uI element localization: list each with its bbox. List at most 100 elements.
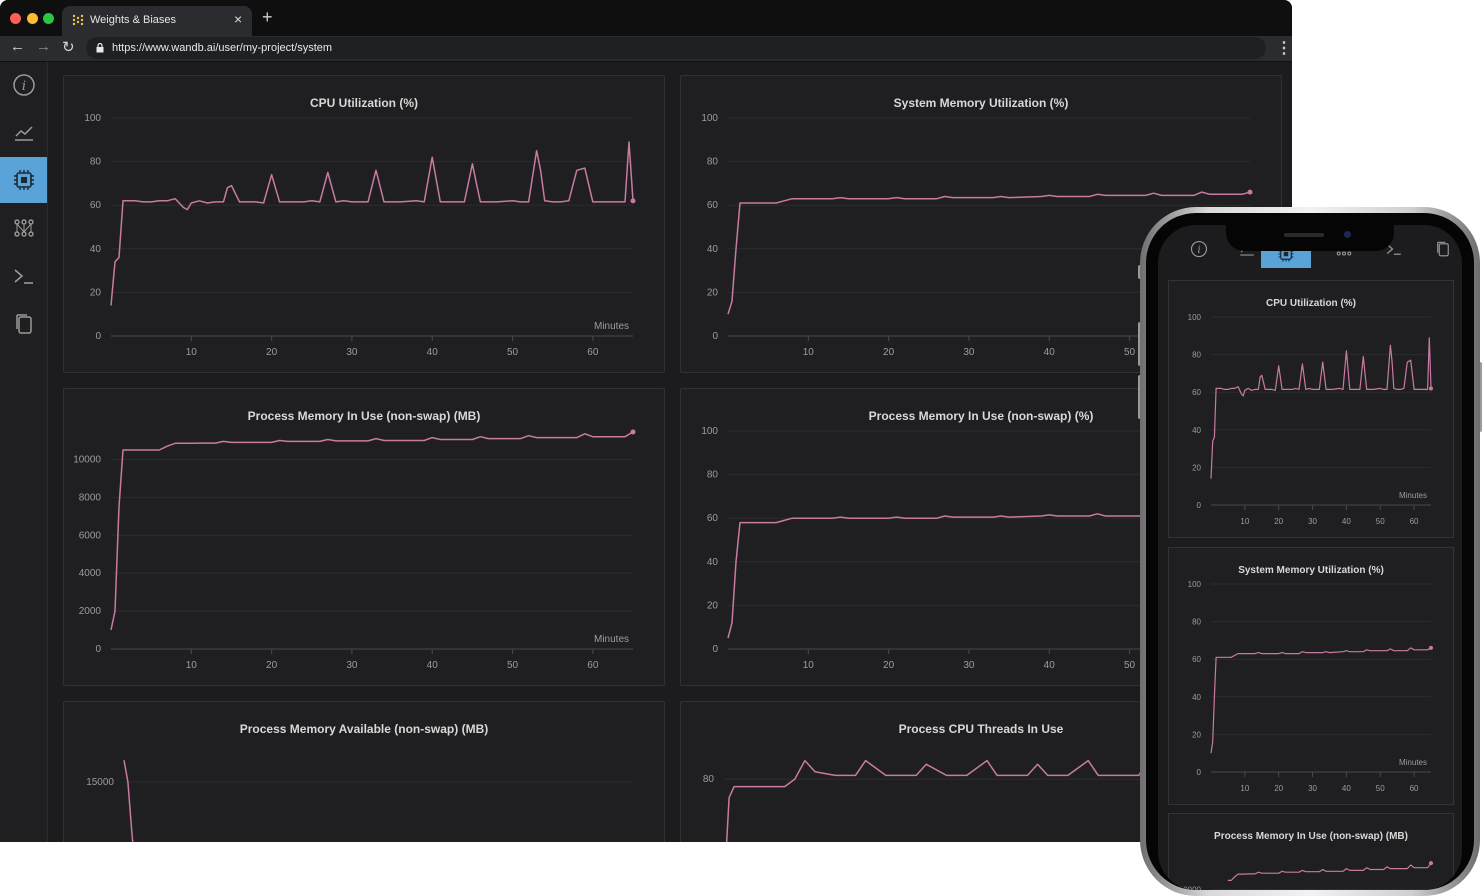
series-line: [727, 513, 1146, 639]
info-icon: i: [1190, 240, 1208, 258]
x-tick-label: 20: [1274, 784, 1283, 793]
x-tick-label: 30: [346, 347, 358, 358]
y-tick-label: 60: [707, 513, 719, 524]
url-text: https://www.wandb.ai/user/my-project/sys…: [112, 42, 333, 54]
minimize-window-button[interactable]: [27, 13, 38, 24]
x-tick-label: 50: [1376, 784, 1385, 793]
x-tick-label: 20: [266, 347, 278, 358]
x-tick-label: 60: [1410, 784, 1419, 793]
x-tick-label: 10: [803, 347, 815, 358]
x-tick-label: 40: [1044, 347, 1056, 358]
y-tick-label: 8000: [79, 492, 102, 503]
y-tick-label: 80: [703, 774, 715, 785]
files-icon: [1437, 241, 1449, 257]
series-line: [1227, 862, 1432, 882]
phone-tab-overview[interactable]: i: [1176, 236, 1220, 264]
y-tick-label: 20: [707, 600, 719, 611]
chart-panel-process-memory-available[interactable]: Process Memory Available (non-swap) (MB)…: [63, 701, 665, 842]
chart-panel-cpu[interactable]: CPU Utilization (%) 0 20 40 60 80 100 10 20 30 40…: [63, 75, 665, 373]
y-tick-label: 40: [1192, 426, 1201, 435]
x-tick-label: 40: [427, 347, 439, 358]
y-tick-label: 40: [1192, 693, 1201, 702]
reload-icon[interactable]: ↻: [62, 39, 75, 56]
series-end-marker: [1429, 645, 1433, 650]
x-tick-label: 30: [1308, 517, 1317, 526]
y-tick-label: 80: [707, 157, 719, 168]
x-tick-label: 40: [1342, 784, 1351, 793]
phone-cpu-chart: 0 20 40 60 80 100 10 20 30 40 50 60 Minutes: [1188, 313, 1433, 526]
tab-title: Weights & Biases: [90, 14, 177, 26]
y-tick-label: 80: [1192, 351, 1201, 360]
sidebar: i: [0, 62, 48, 842]
chip-icon: [14, 170, 34, 190]
x-tick-label: 50: [1376, 517, 1385, 526]
phone-tab-model[interactable]: [1321, 236, 1365, 264]
front-camera: [1344, 231, 1351, 238]
sidebar-item-overview[interactable]: i: [0, 62, 47, 108]
series-line: [1210, 337, 1432, 479]
phone-tab-files[interactable]: [1420, 236, 1462, 264]
sidebar-item-charts[interactable]: [0, 109, 47, 155]
series-line: [727, 191, 1251, 315]
series-end-marker: [1429, 386, 1433, 391]
phone-chart-panel-system-memory[interactable]: System Memory Utilization (%) 0 20 40 60 80 1…: [1168, 547, 1454, 805]
sidebar-item-system[interactable]: [0, 157, 47, 203]
phone-chart-panel-cpu[interactable]: CPU Utilization (%) 0 20 40 60 80 100 10 20 30 40…: [1168, 280, 1454, 538]
files-icon: [16, 314, 32, 334]
sidebar-item-logs[interactable]: [0, 253, 47, 299]
y-tick-label: 6000: [79, 530, 102, 541]
new-tab-button[interactable]: +: [262, 7, 273, 27]
maximize-window-button[interactable]: [43, 13, 54, 24]
chart-panel-process-memory-mb[interactable]: Process Memory In Use (non-swap) (MB) 0 2…: [63, 388, 665, 686]
sidebar-item-files[interactable]: [0, 301, 47, 347]
chart-line-icon: [15, 126, 33, 141]
x-tick-label: 10: [186, 660, 198, 671]
svg-text:i: i: [1197, 245, 1200, 256]
y-tick-label: 40: [90, 244, 102, 255]
series-end-marker: [1247, 189, 1253, 195]
y-tick-label: 60: [1192, 655, 1201, 664]
tab-close-icon[interactable]: ×: [234, 11, 243, 27]
chart-title: Process Memory In Use (non-swap) (MB): [1214, 831, 1408, 842]
sidebar-item-model[interactable]: [0, 205, 47, 251]
process-memory-available-chart: 1000015000: [86, 760, 633, 842]
y-tick-label: 20: [90, 287, 102, 298]
model-tree-icon: [1336, 251, 1352, 256]
browser-tab[interactable]: Weights & Biases ×: [62, 6, 252, 36]
phone-screen: i CPU Utilization (%) 0 20 40 60 80 100 10 20 30…: [1158, 225, 1462, 890]
x-tick-label: 10: [1240, 784, 1249, 793]
x-tick-label: 40: [427, 660, 439, 671]
chart-title: Process Memory Available (non-swap) (MB): [239, 722, 489, 736]
x-axis-label: Minutes: [594, 634, 629, 645]
x-tick-label: 10: [803, 660, 815, 671]
url-field[interactable]: https://www.wandb.ai/user/my-project/sys…: [86, 37, 1266, 59]
series-line: [110, 141, 634, 306]
browser-menu-icon[interactable]: ⋮: [1276, 40, 1292, 57]
x-tick-label: 40: [1044, 660, 1056, 671]
y-tick-label: 0: [1197, 768, 1202, 777]
close-window-button[interactable]: [10, 13, 21, 24]
chart-title: System Memory Utilization (%): [1238, 565, 1384, 576]
lock-icon: [96, 43, 104, 53]
back-arrow-icon[interactable]: ←: [10, 38, 25, 55]
y-tick-label: 60: [90, 200, 102, 211]
x-tick-label: 20: [883, 660, 895, 671]
x-tick-label: 20: [1274, 517, 1283, 526]
process-memory-mb-chart: 0 2000 4000 6000 8000 10000 10 20 30 40 50 60 Minute…: [73, 429, 636, 671]
chart-title: CPU Utilization (%): [1266, 298, 1356, 309]
y-tick-label: 20: [1192, 730, 1201, 739]
y-tick-label: 100: [1188, 313, 1202, 322]
model-tree-icon: [14, 219, 34, 237]
x-tick-label: 60: [587, 660, 599, 671]
address-bar: ← → ↻ https://www.wandb.ai/user/my-proje…: [0, 36, 1292, 62]
phone-chart-panel-process-memory[interactable]: Process Memory In Use (non-swap) (MB) 10…: [1168, 813, 1454, 890]
y-tick-label: 0: [1197, 501, 1202, 510]
series-end-marker: [630, 198, 636, 204]
series-end-marker: [630, 429, 636, 435]
y-tick-label: 100: [84, 113, 101, 124]
phone-process-memory-chart: 10000: [1179, 861, 1433, 890]
forward-arrow-icon[interactable]: →: [36, 38, 51, 55]
x-tick-label: 30: [963, 660, 975, 671]
phone-tab-logs[interactable]: [1371, 236, 1415, 264]
